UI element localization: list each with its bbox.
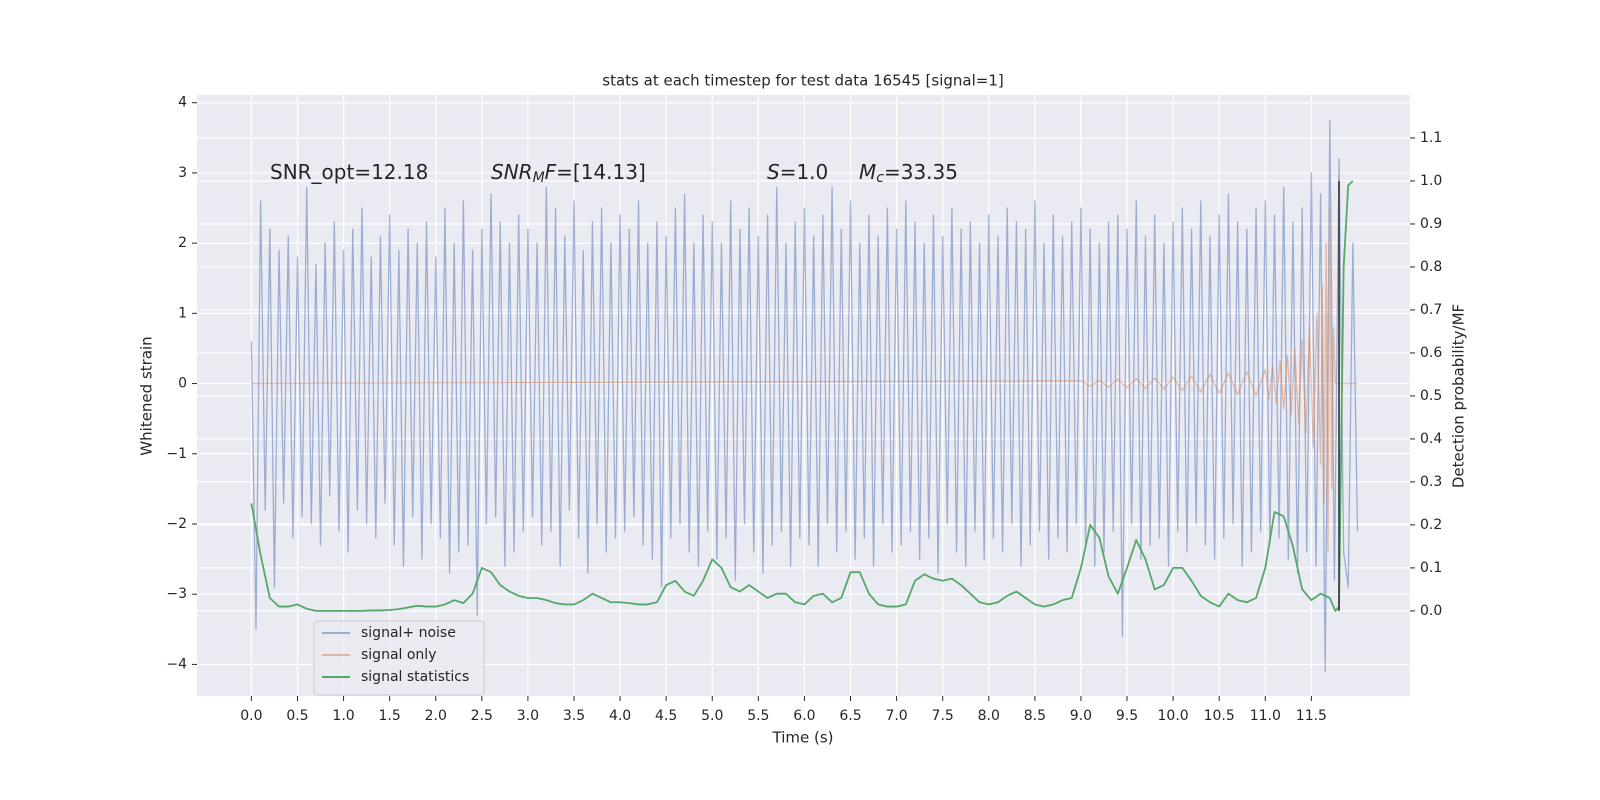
series-line bbox=[250, 180, 1354, 612]
x-tick-label: 11.0 bbox=[1250, 708, 1281, 724]
x-tick-label: 5.5 bbox=[747, 708, 769, 724]
annotation-part: =33.35 bbox=[884, 160, 958, 184]
annotation: SNRMF=[14.13] bbox=[491, 160, 646, 187]
y-tick-label: 1 bbox=[178, 305, 187, 321]
y2-tick-label: 0.5 bbox=[1420, 388, 1442, 404]
x-tick-label: 5.0 bbox=[701, 708, 723, 724]
y-tick-label: 3 bbox=[178, 165, 187, 181]
series-line bbox=[250, 119, 1359, 673]
x-tick-label: 0.5 bbox=[286, 708, 308, 724]
x-tick-label: 9.0 bbox=[1070, 708, 1092, 724]
y-axis-label: Whitened strain bbox=[138, 336, 156, 455]
annotation-part: F bbox=[545, 160, 557, 184]
annotation-part: =1.0 bbox=[780, 160, 829, 184]
annotation: SNR_opt=12.18 bbox=[270, 160, 428, 184]
y2-axis-label: Detection probability/MF bbox=[1450, 304, 1468, 488]
x-tick-label: 2.0 bbox=[425, 708, 447, 724]
annotation-part: M bbox=[859, 160, 876, 184]
annotation: S=1.0 bbox=[767, 160, 828, 184]
x-tick-label: 8.0 bbox=[978, 708, 1000, 724]
annotation: Mc=33.35 bbox=[859, 160, 958, 187]
x-tick-label: 4.5 bbox=[655, 708, 677, 724]
legend-label: signal only bbox=[361, 647, 436, 663]
series-line bbox=[251, 207, 1358, 553]
y-tick-label: −4 bbox=[166, 656, 187, 672]
y2-tick-label: 0.0 bbox=[1420, 603, 1442, 619]
chart-title: stats at each timestep for test data 165… bbox=[602, 72, 1003, 90]
annotation-part: M bbox=[533, 170, 545, 186]
y-tick-label: 4 bbox=[178, 95, 187, 111]
annotation-part: c bbox=[876, 170, 884, 186]
annotation-part: S bbox=[767, 160, 780, 184]
y-tick-label: −3 bbox=[166, 586, 187, 602]
y-tick-label: −2 bbox=[166, 516, 187, 532]
annotation-part: SNR_opt=12.18 bbox=[270, 160, 428, 184]
x-tick-label: 8.5 bbox=[1024, 708, 1046, 724]
legend-label: signal+ noise bbox=[361, 625, 456, 641]
y-tick-label: 2 bbox=[178, 235, 187, 251]
y2-tick-label: 0.1 bbox=[1420, 560, 1442, 576]
y2-tick-label: 0.7 bbox=[1420, 302, 1442, 318]
x-tick-label: 1.0 bbox=[332, 708, 354, 724]
y2-tick-label: 0.9 bbox=[1420, 216, 1442, 232]
x-tick-label: 2.5 bbox=[471, 708, 493, 724]
x-tick-label: 6.5 bbox=[839, 708, 861, 724]
marks bbox=[250, 119, 1359, 673]
x-tick-label: 9.5 bbox=[1116, 708, 1138, 724]
y2-tick-label: 0.4 bbox=[1420, 431, 1442, 447]
x-tick-label: 3.5 bbox=[563, 708, 585, 724]
y2-tick-label: 0.3 bbox=[1420, 474, 1442, 490]
annotation-part: SNR bbox=[491, 160, 533, 184]
overlay: SNR_opt=12.18 SNRMF=[14.13] S=1.0 Mc=33.35s… bbox=[270, 160, 1340, 696]
x-tick-label: 10.5 bbox=[1204, 708, 1235, 724]
x-tick-label: 6.0 bbox=[793, 708, 815, 724]
y-tick-label: −1 bbox=[166, 446, 187, 462]
x-tick-label: 1.5 bbox=[379, 708, 401, 724]
y2-tick-label: 0.6 bbox=[1420, 345, 1442, 361]
y2-tick-label: 0.8 bbox=[1420, 259, 1442, 275]
x-tick-label: 3.0 bbox=[517, 708, 539, 724]
x-tick-label: 11.5 bbox=[1296, 708, 1327, 724]
x-tick-label: 7.0 bbox=[885, 708, 907, 724]
x-tick-label: 4.0 bbox=[609, 708, 631, 724]
x-axis-label: Time (s) bbox=[772, 729, 834, 747]
y-tick-label: 0 bbox=[178, 376, 187, 392]
legend-box bbox=[313, 620, 485, 696]
y2-tick-label: 0.2 bbox=[1420, 517, 1442, 533]
y2-tick-label: 1.1 bbox=[1420, 130, 1442, 146]
annotation-part: =[14.13] bbox=[556, 160, 646, 184]
x-tick-label: 10.0 bbox=[1158, 708, 1189, 724]
x-tick-label: 7.5 bbox=[932, 708, 954, 724]
legend-label: signal statistics bbox=[361, 669, 469, 685]
y2-tick-label: 1.0 bbox=[1420, 173, 1442, 189]
x-tick-label: 0.0 bbox=[240, 708, 262, 724]
